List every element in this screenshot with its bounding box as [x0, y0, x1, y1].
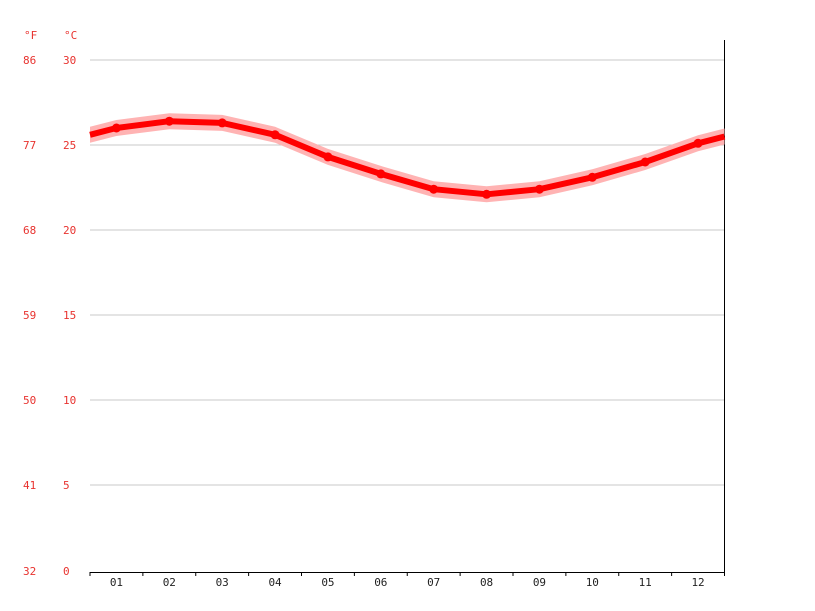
data-point [217, 118, 227, 128]
x-tick-label: 12 [691, 576, 704, 589]
data-point [111, 123, 121, 133]
data-point [482, 189, 492, 199]
data-point [693, 138, 703, 148]
y-tick-label-c: 25 [63, 139, 76, 152]
x-tick-label: 03 [216, 576, 229, 589]
data-point [376, 169, 386, 179]
y-axis-celsius: 0 5 10 15 20 25 30 [63, 54, 76, 578]
x-tick-label: 07 [427, 576, 440, 589]
x-tick-label: 02 [163, 576, 176, 589]
data-point [429, 184, 439, 194]
y-tick-label-c: 20 [63, 224, 76, 237]
y-tick-label-c: 10 [63, 394, 76, 407]
y-tick-label-f: 32 [23, 565, 36, 578]
data-point [640, 157, 650, 167]
y-tick-label-c: 15 [63, 309, 76, 322]
x-tick-label: 10 [586, 576, 599, 589]
y-axis-fahrenheit: 32 41 50 59 68 77 86 [23, 54, 36, 578]
series-points [111, 116, 703, 199]
y-tick-label-f: 50 [23, 394, 36, 407]
y-tick-label-c: 0 [63, 565, 70, 578]
temperature-line [89, 118, 726, 198]
y-tick-label-c: 5 [63, 479, 70, 492]
series-line [89, 118, 726, 198]
gridlines [90, 59, 725, 486]
x-tick-label: 06 [374, 576, 387, 589]
series-band [90, 113, 725, 203]
fahrenheit-unit-label: °F [24, 29, 37, 42]
x-axis: 01 02 03 04 05 06 07 08 09 10 11 12 [89, 572, 725, 589]
y-tick-label-c: 30 [63, 54, 76, 67]
data-point [270, 130, 280, 140]
data-point [164, 116, 174, 126]
data-point [534, 184, 544, 194]
y-tick-label-f: 77 [23, 139, 36, 152]
x-tick-label: 05 [321, 576, 334, 589]
data-point [323, 152, 333, 162]
y-tick-label-f: 68 [23, 224, 36, 237]
celsius-unit-label: °C [64, 29, 77, 42]
x-tick-label: 08 [480, 576, 493, 589]
data-point [587, 172, 597, 182]
x-tick-label: 04 [268, 576, 282, 589]
y-tick-label-f: 59 [23, 309, 36, 322]
x-tick-label: 11 [639, 576, 652, 589]
x-tick-label: 01 [110, 576, 123, 589]
y-tick-label-f: 86 [23, 54, 36, 67]
x-tick-label: 09 [533, 576, 546, 589]
range-band [90, 113, 725, 203]
y-tick-label-f: 41 [23, 479, 36, 492]
